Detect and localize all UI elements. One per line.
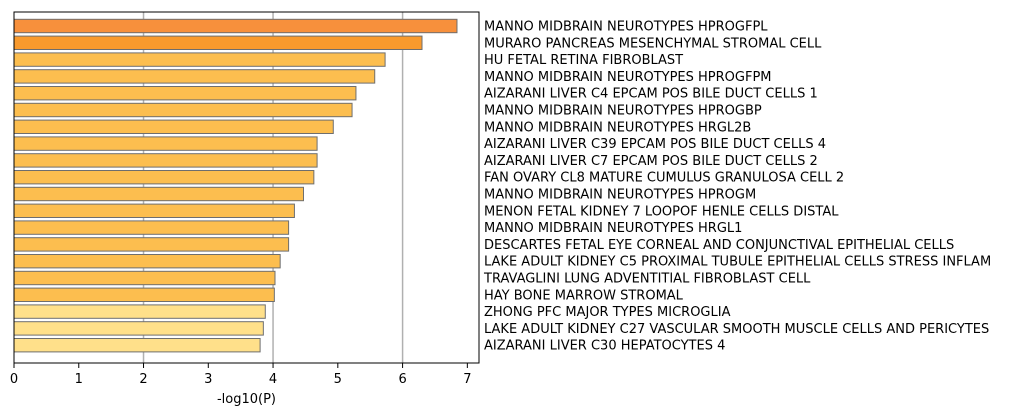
bar: [13, 69, 376, 84]
x-axis-ticks: 0 1 2 3 4 5 6 7: [10, 363, 471, 387]
bar: [13, 153, 318, 168]
x-tick-label: 1: [75, 372, 83, 387]
category-label: AIZARANI LIVER C39 EPCAM POS BILE DUCT C…: [484, 137, 826, 152]
bar: [13, 18, 458, 34]
category-label: MURARO PANCREAS MESENCHYMAL STROMAL CELL: [484, 36, 822, 51]
bar: [13, 338, 261, 353]
bar: [13, 35, 423, 50]
x-tick-label: 0: [10, 372, 18, 387]
category-label: MENON FETAL KIDNEY 7 LOOPOF HENLE CELLS …: [484, 204, 839, 219]
bar: [13, 102, 353, 118]
bar: [13, 203, 295, 219]
x-tick-label: 6: [398, 372, 406, 387]
x-tick-label: 5: [334, 372, 342, 387]
category-label: AIZARANI LIVER C4 EPCAM POS BILE DUCT CE…: [484, 87, 818, 102]
bars: [13, 18, 458, 353]
x-tick-label: 2: [139, 372, 147, 387]
bar: [13, 321, 264, 336]
category-label: DESCARTES FETAL EYE CORNEAL AND CONJUNCT…: [484, 238, 954, 253]
x-tick-label: 4: [269, 372, 277, 387]
category-label: MANNO MIDBRAIN NEUROTYPES HPROGFPL: [484, 20, 768, 35]
bar: [13, 287, 275, 303]
category-label: TRAVAGLINI LUNG ADVENTITIAL FIBROBLAST C…: [483, 272, 811, 287]
category-label: HAY BONE MARROW STROMAL: [484, 288, 684, 303]
category-label: LAKE ADULT KIDNEY C5 PROXIMAL TUBULE EPI…: [484, 255, 991, 270]
category-label: FAN OVARY CL8 MATURE CUMULUS GRANULOSA C…: [484, 171, 844, 186]
category-label: AIZARANI LIVER C7 EPCAM POS BILE DUCT CE…: [484, 154, 818, 169]
category-label: MANNO MIDBRAIN NEUROTYPES HPROGFPM: [484, 70, 772, 85]
bar: [13, 237, 290, 252]
category-label: HU FETAL RETINA FIBROBLAST: [484, 53, 683, 68]
category-label: MANNO MIDBRAIN NEUROTYPES HPROGM: [484, 188, 756, 203]
bar: [13, 136, 318, 151]
bar: [13, 52, 386, 67]
bar: [13, 220, 290, 235]
bar: [13, 254, 281, 269]
bar: [13, 119, 334, 134]
x-axis-title: -log10(P): [217, 392, 276, 407]
bar: [13, 186, 304, 202]
category-label: ZHONG PFC MAJOR TYPES MICROGLIA: [484, 305, 731, 320]
bar: [13, 86, 357, 101]
category-label: AIZARANI LIVER C30 HEPATOCYTES 4: [484, 339, 725, 354]
x-tick-label: 7: [463, 372, 471, 387]
bar: [13, 170, 315, 185]
category-label: MANNO MIDBRAIN NEUROTYPES HRGL1: [484, 221, 742, 236]
bar: [13, 304, 266, 319]
bar: [13, 270, 276, 286]
category-label: MANNO MIDBRAIN NEUROTYPES HRGL2B: [484, 120, 751, 135]
category-labels: MANNO MIDBRAIN NEUROTYPES HPROGFPLMURARO…: [483, 20, 991, 354]
category-label: MANNO MIDBRAIN NEUROTYPES HPROGBP: [484, 104, 762, 119]
category-label: LAKE ADULT KIDNEY C27 VASCULAR SMOOTH MU…: [484, 322, 989, 337]
x-tick-label: 3: [204, 372, 212, 387]
plot-frame: [13, 11, 480, 364]
